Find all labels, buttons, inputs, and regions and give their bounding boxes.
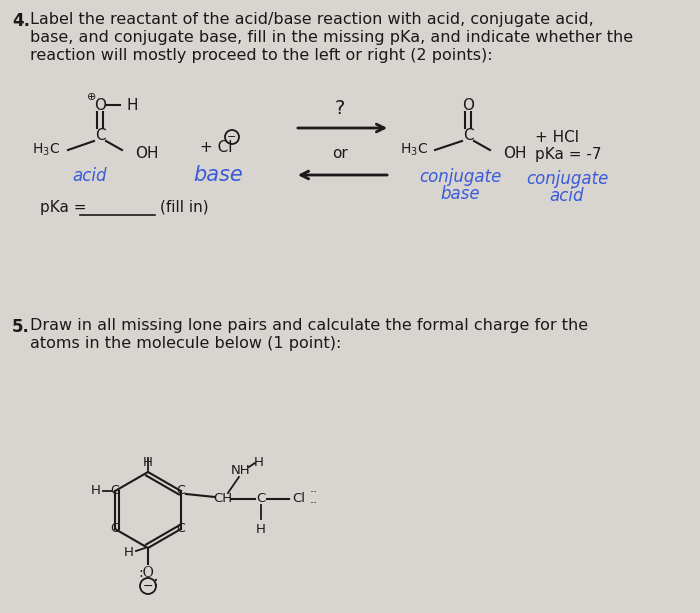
Text: C: C — [111, 484, 120, 498]
Text: :O: :O — [138, 566, 154, 580]
Text: Draw in all missing lone pairs and calculate the formal charge for the: Draw in all missing lone pairs and calcu… — [30, 318, 588, 333]
Text: 5.: 5. — [12, 318, 30, 336]
Text: (fill in): (fill in) — [160, 200, 209, 215]
Text: + HCl: + HCl — [535, 131, 579, 145]
Text: pKa = -7: pKa = -7 — [535, 148, 601, 162]
Text: C: C — [176, 522, 186, 536]
Text: CH: CH — [214, 492, 232, 506]
Text: base, and conjugate base, fill in the missing pKa, and indicate whether the: base, and conjugate base, fill in the mi… — [30, 30, 633, 45]
Text: ··: ·· — [310, 498, 318, 511]
Text: acid: acid — [550, 187, 584, 205]
Text: ?: ? — [335, 99, 345, 118]
Text: Label the reactant of the acid/base reaction with acid, conjugate acid,: Label the reactant of the acid/base reac… — [30, 12, 594, 27]
Text: O: O — [462, 97, 474, 113]
Text: H: H — [126, 97, 137, 113]
Text: or: or — [332, 145, 348, 161]
Text: C: C — [463, 128, 473, 142]
Text: base: base — [193, 165, 243, 185]
Text: conjugate: conjugate — [526, 170, 608, 188]
Text: H: H — [124, 547, 134, 560]
Text: ··: ·· — [310, 487, 318, 500]
Text: H: H — [143, 456, 153, 469]
Text: C: C — [176, 484, 186, 498]
Text: −: − — [143, 579, 153, 593]
Text: + Cl: + Cl — [200, 140, 232, 156]
Text: H: H — [91, 484, 101, 498]
Text: OH: OH — [503, 145, 526, 161]
Text: OH: OH — [135, 145, 158, 161]
Text: acid: acid — [73, 167, 107, 185]
Text: C: C — [111, 522, 120, 536]
Text: .: . — [152, 572, 158, 590]
Text: 4.: 4. — [12, 12, 30, 30]
Text: conjugate: conjugate — [419, 168, 501, 186]
Text: H: H — [254, 457, 264, 470]
Text: NH: NH — [231, 465, 251, 478]
Text: pKa =: pKa = — [40, 200, 87, 215]
Text: base: base — [440, 185, 480, 203]
Text: O: O — [94, 97, 106, 113]
Text: atoms in the molecule below (1 point):: atoms in the molecule below (1 point): — [30, 336, 342, 351]
Text: .: . — [152, 567, 158, 585]
Text: ⊕: ⊕ — [88, 92, 97, 102]
Text: H: H — [256, 523, 266, 536]
Text: C: C — [94, 128, 105, 142]
Text: −: − — [228, 132, 237, 142]
Text: Cl: Cl — [293, 492, 305, 506]
Text: C: C — [256, 492, 265, 506]
Text: reaction will mostly proceed to the left or right (2 points):: reaction will mostly proceed to the left… — [30, 48, 493, 63]
Text: H$_3$C: H$_3$C — [32, 142, 60, 158]
Text: H$_3$C: H$_3$C — [400, 142, 428, 158]
